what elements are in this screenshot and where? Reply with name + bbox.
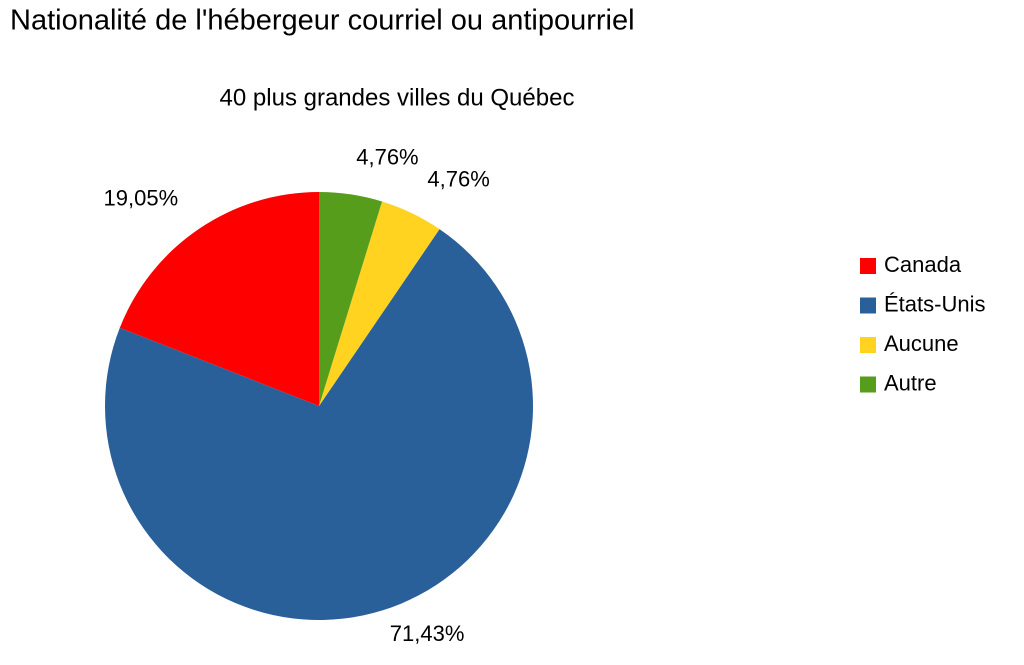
pie-slice	[319, 192, 383, 406]
data-label: 4,76%	[427, 167, 489, 192]
legend-swatch	[860, 297, 876, 314]
legend-label: Autre	[884, 370, 937, 395]
chart-subtitle: 40 plus grandes villes du Québec	[220, 84, 575, 111]
chart-title: Nationalité de l'hébergeur courriel ou a…	[10, 5, 635, 37]
pie-slice	[319, 201, 440, 406]
data-label: 71,43%	[390, 621, 465, 646]
legend-swatch	[860, 376, 876, 393]
legend-label: Aucune	[884, 331, 959, 356]
legend-label: États-Unis	[884, 291, 985, 316]
pie-slice	[105, 229, 534, 621]
data-label: 19,05%	[104, 185, 179, 210]
legend-swatch	[860, 337, 876, 353]
data-label: 4,76%	[356, 145, 418, 170]
pie-slice	[119, 192, 319, 406]
legend-swatch	[860, 258, 876, 274]
legend-label: Canada	[884, 252, 962, 277]
